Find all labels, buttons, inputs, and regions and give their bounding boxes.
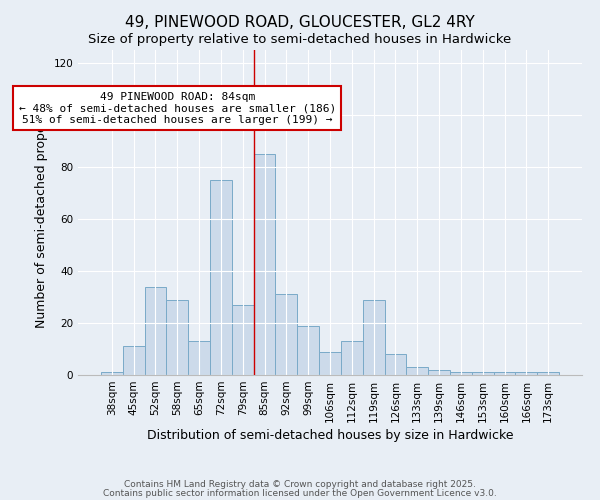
Bar <box>363 300 385 375</box>
Bar <box>232 305 254 375</box>
Bar <box>472 372 494 375</box>
Text: Size of property relative to semi-detached houses in Hardwicke: Size of property relative to semi-detach… <box>88 32 512 46</box>
Bar <box>101 372 123 375</box>
Bar <box>297 326 319 375</box>
Text: 49 PINEWOOD ROAD: 84sqm
← 48% of semi-detached houses are smaller (186)
51% of s: 49 PINEWOOD ROAD: 84sqm ← 48% of semi-de… <box>19 92 336 125</box>
Bar <box>275 294 297 375</box>
Bar <box>123 346 145 375</box>
Text: Contains public sector information licensed under the Open Government Licence v3: Contains public sector information licen… <box>103 488 497 498</box>
Bar <box>428 370 450 375</box>
Bar <box>385 354 406 375</box>
Text: Contains HM Land Registry data © Crown copyright and database right 2025.: Contains HM Land Registry data © Crown c… <box>124 480 476 489</box>
Bar <box>319 352 341 375</box>
Bar <box>188 341 210 375</box>
Y-axis label: Number of semi-detached properties: Number of semi-detached properties <box>35 97 48 328</box>
Bar <box>210 180 232 375</box>
Bar <box>515 372 537 375</box>
Bar <box>537 372 559 375</box>
Bar <box>450 372 472 375</box>
Bar <box>145 286 166 375</box>
Text: 49, PINEWOOD ROAD, GLOUCESTER, GL2 4RY: 49, PINEWOOD ROAD, GLOUCESTER, GL2 4RY <box>125 15 475 30</box>
Bar <box>254 154 275 375</box>
Bar <box>406 367 428 375</box>
X-axis label: Distribution of semi-detached houses by size in Hardwicke: Distribution of semi-detached houses by … <box>147 429 513 442</box>
Bar <box>341 341 363 375</box>
Bar <box>494 372 515 375</box>
Bar <box>166 300 188 375</box>
